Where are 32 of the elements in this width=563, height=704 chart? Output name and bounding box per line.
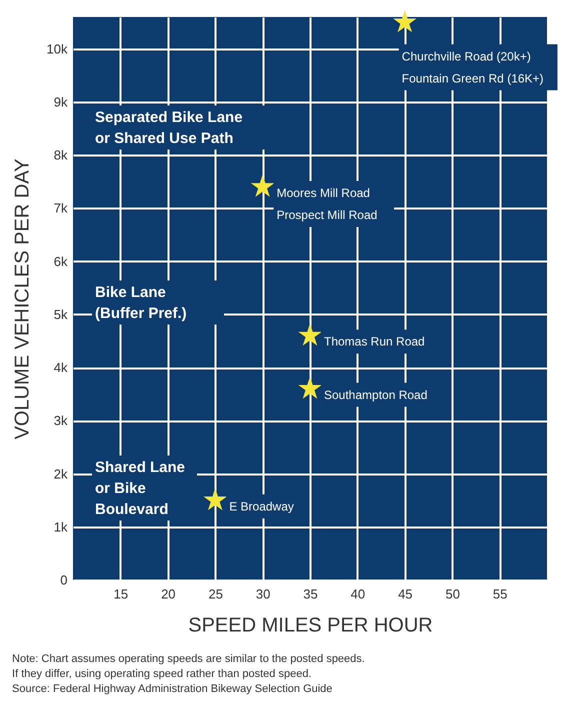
y-tick-label: 5k [54,306,68,322]
x-tick-label: 15 [114,586,128,602]
annotation: Moores Mill Road Prospect Mill Road [276,186,378,222]
y-tick-label: 0 [60,572,68,588]
y-tick-label: 1k [54,519,68,534]
annotation: Southampton Road [324,388,428,402]
y-tick-label: 6k [54,254,68,269]
annotation: Thomas Run Road [324,334,425,349]
annotation: E Broadway [229,499,294,514]
y-tick-label: 3k [54,413,68,428]
y-tick-label: 9k [54,94,68,110]
source-note: Source: Federal Highway Administration Bikeway Selection Guide [12,683,332,695]
text: Note: Chart assumes operating speeds are similar to the posted speeds. If they differ, using operating speed rather than posted speed. [12,653,365,680]
x-tick-label: 25 [208,586,223,602]
x-tick-label: 40 [350,586,366,602]
annotation: Churchville Road (20k+) Fountain Green Rd (16K+) [402,49,544,86]
annotation: Separated Bike Lane or Shared Use Path [95,109,243,147]
x-axis-title: SPEED MILES PER HOUR [188,614,433,636]
y-tick-label: 8k [54,148,68,163]
x-tick-label: 45 [398,586,413,602]
x-tick-label: 20 [161,586,176,602]
y-tick-label: 4k [54,360,68,376]
y-tick-label: 7k [54,200,68,216]
x-tick-label: 55 [492,586,508,602]
x-tick-label: 35 [303,586,318,602]
y-tick-label: 2k [54,466,68,482]
x-tick-label: 50 [445,586,460,602]
annotation: Bike Lane (Buffer Pref.) [95,284,187,322]
y-tick-label: 10k [46,41,68,56]
x-tick-label: 30 [256,586,270,602]
annotation: Shared Lane or Bike Boulevard [95,459,186,518]
y-axis-title: VOLUME VEHICLES PER DAY [12,158,34,440]
